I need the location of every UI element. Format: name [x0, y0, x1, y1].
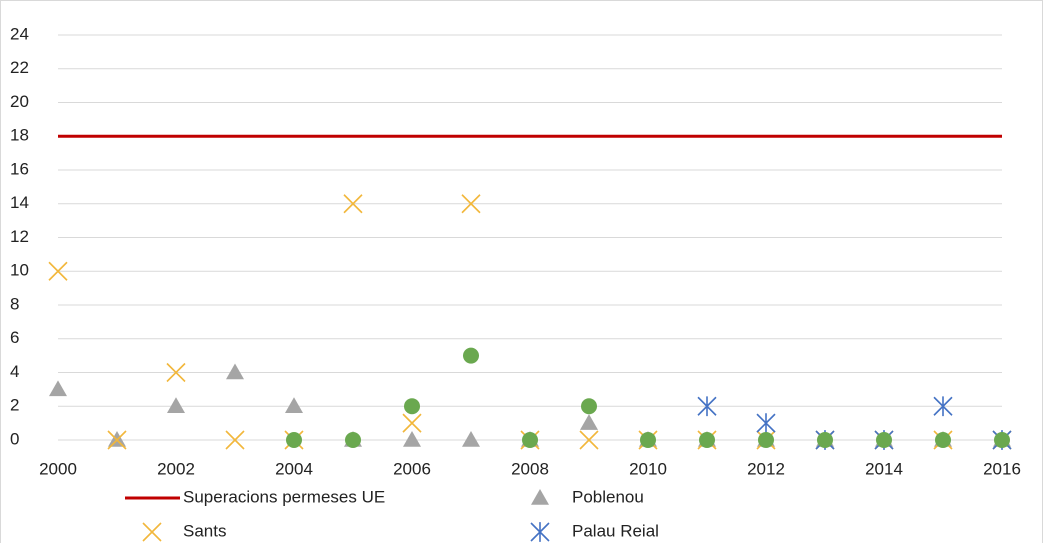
- x-tick-label: 2016: [983, 459, 1021, 478]
- point: [935, 432, 951, 448]
- point: [48, 261, 68, 281]
- point: [462, 431, 480, 447]
- x-tick-label: 2002: [157, 459, 195, 478]
- x-tick-label: 2012: [747, 459, 785, 478]
- y-tick-label: 2: [10, 396, 19, 415]
- point: [699, 432, 715, 448]
- point: [107, 430, 127, 450]
- point: [225, 430, 245, 450]
- point: [579, 430, 599, 450]
- y-tick-label: 0: [10, 429, 19, 448]
- legend-label: Palau Reial: [572, 521, 659, 540]
- point: [463, 347, 479, 364]
- point: [817, 432, 833, 448]
- point: [461, 194, 481, 214]
- point: [404, 398, 420, 415]
- point: [933, 396, 953, 417]
- y-tick-label: 14: [10, 193, 29, 212]
- y-tick-label: 20: [10, 92, 29, 111]
- legend-symbol: [142, 522, 162, 542]
- point: [49, 380, 67, 397]
- legend-symbol: [530, 522, 550, 542]
- legend-label: Superacions permeses UE: [183, 487, 385, 506]
- x-tick-label: 2014: [865, 459, 903, 478]
- point: [286, 432, 302, 448]
- point: [580, 414, 598, 430]
- x-tick-label: 2006: [393, 459, 431, 478]
- legend-symbol: [531, 489, 549, 505]
- point: [403, 431, 421, 447]
- point: [640, 432, 656, 448]
- point: [345, 432, 361, 448]
- y-tick-label: 4: [10, 362, 19, 381]
- point: [402, 413, 422, 433]
- point: [581, 398, 597, 415]
- point: [343, 194, 363, 214]
- y-tick-label: 18: [10, 126, 29, 145]
- point: [756, 413, 776, 434]
- legend-label: Sants: [183, 521, 226, 540]
- x-tick-label: 2000: [39, 459, 77, 478]
- point: [697, 396, 717, 417]
- point: [876, 432, 892, 448]
- point: [285, 397, 303, 413]
- point: [758, 432, 774, 448]
- legend-label: Poblenou: [572, 487, 644, 506]
- y-tick-label: 24: [10, 24, 29, 43]
- x-tick-label: 2004: [275, 459, 313, 478]
- x-tick-label: 2010: [629, 459, 667, 478]
- x-tick-label: 2008: [511, 459, 549, 478]
- y-tick-label: 12: [10, 227, 29, 246]
- y-tick-label: 8: [10, 294, 19, 313]
- point: [167, 397, 185, 413]
- point: [522, 432, 538, 448]
- point: [166, 362, 186, 383]
- y-tick-label: 10: [10, 261, 29, 280]
- y-tick-label: 6: [10, 328, 19, 347]
- y-tick-label: 16: [10, 159, 29, 178]
- point: [226, 363, 244, 380]
- point: [994, 432, 1010, 448]
- y-tick-label: 22: [10, 58, 29, 77]
